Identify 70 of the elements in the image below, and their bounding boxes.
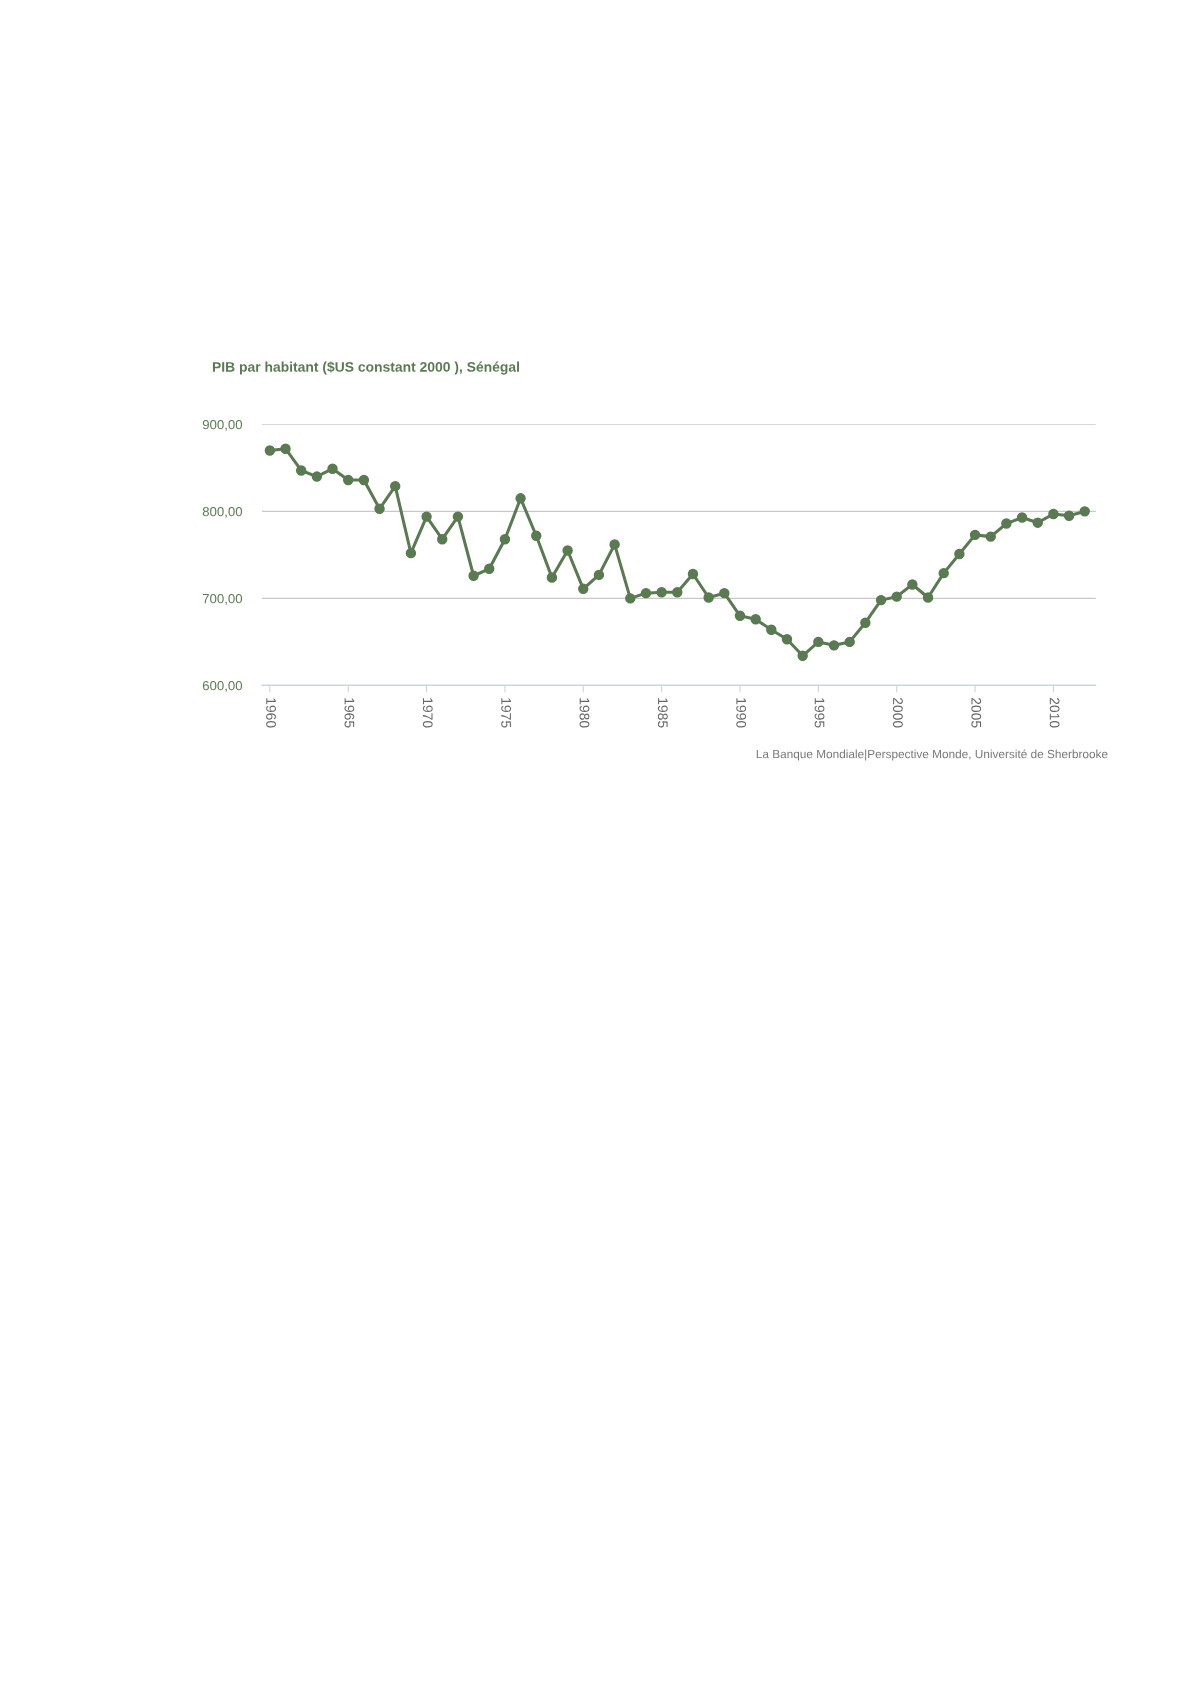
x-tick-label: 1995 xyxy=(814,698,825,728)
point xyxy=(311,471,323,482)
point xyxy=(280,443,291,454)
x-tick-label: 1975 xyxy=(501,698,512,728)
point xyxy=(405,547,417,559)
point xyxy=(468,570,479,581)
point xyxy=(437,534,448,545)
point xyxy=(343,474,354,486)
x-tick-label: 1965 xyxy=(344,698,355,728)
point xyxy=(860,617,871,628)
x-tick-label: 1990 xyxy=(736,698,747,728)
point xyxy=(640,587,652,599)
x-tick-label: 2010 xyxy=(1049,697,1060,728)
point xyxy=(452,511,464,522)
point xyxy=(1048,508,1059,520)
point xyxy=(922,592,934,603)
point xyxy=(766,624,777,635)
x-tick-label: 1985 xyxy=(657,698,668,728)
point xyxy=(1032,517,1043,528)
y-tick-label: 600,00 xyxy=(202,680,243,692)
point xyxy=(969,529,981,541)
point xyxy=(703,592,714,603)
point xyxy=(625,593,636,604)
point xyxy=(672,587,683,598)
point xyxy=(327,463,338,474)
point xyxy=(358,474,370,486)
x-tick-label: 2000 xyxy=(892,697,903,728)
point xyxy=(828,640,840,651)
point xyxy=(844,636,855,648)
point xyxy=(578,583,589,595)
point xyxy=(734,610,746,621)
point xyxy=(374,503,385,514)
y-tick-label: 700,00 xyxy=(202,593,243,605)
x-tick-label: 1960 xyxy=(266,698,276,728)
x-tick-label: 1970 xyxy=(422,698,433,728)
point xyxy=(938,567,949,579)
point xyxy=(985,531,996,542)
x-tick-label: 1980 xyxy=(579,698,590,728)
point xyxy=(390,480,401,492)
point xyxy=(1001,518,1012,529)
point xyxy=(1016,512,1028,523)
point xyxy=(954,548,965,560)
point xyxy=(813,636,824,648)
point xyxy=(1063,510,1075,521)
chart-title: PIB par habitant ($US constant 2000 ), Sénégal xyxy=(212,361,519,375)
point xyxy=(546,572,558,583)
point xyxy=(421,511,432,522)
y-tick-label: 800,00 xyxy=(202,506,243,518)
point xyxy=(907,579,918,590)
y-tick-label: 900,00 xyxy=(202,419,243,431)
point xyxy=(1079,506,1090,517)
point xyxy=(875,594,887,606)
point xyxy=(609,539,620,550)
point xyxy=(531,530,542,541)
x-tick-label: 2005 xyxy=(971,697,982,728)
point xyxy=(656,587,667,598)
point xyxy=(499,534,511,545)
point xyxy=(750,614,761,625)
point xyxy=(593,569,605,581)
point xyxy=(891,591,902,602)
point xyxy=(781,634,793,645)
point xyxy=(484,563,495,575)
point xyxy=(687,568,699,580)
point xyxy=(562,545,573,556)
point xyxy=(295,465,307,476)
text: La Banque Mondiale|Perspective Monde, Université de Sherbrooke xyxy=(756,749,1108,761)
point xyxy=(797,650,808,662)
point xyxy=(515,493,526,504)
point xyxy=(264,445,276,456)
point xyxy=(719,587,730,599)
